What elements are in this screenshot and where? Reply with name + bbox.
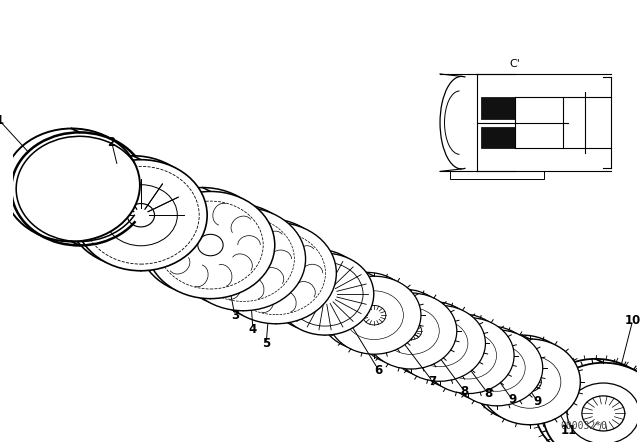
Ellipse shape (365, 293, 457, 369)
Ellipse shape (328, 276, 421, 354)
Text: 3: 3 (231, 309, 239, 322)
Ellipse shape (357, 289, 449, 365)
Ellipse shape (287, 262, 363, 326)
Bar (450, 172, 543, 179)
Ellipse shape (216, 223, 337, 324)
Ellipse shape (574, 392, 617, 427)
Ellipse shape (518, 372, 541, 392)
Text: 9: 9 (508, 393, 516, 406)
Text: 4: 4 (249, 323, 257, 336)
Ellipse shape (535, 359, 640, 448)
Text: 10: 10 (625, 314, 640, 327)
Ellipse shape (198, 234, 223, 256)
Ellipse shape (263, 263, 289, 284)
Text: 1: 1 (0, 114, 4, 127)
Ellipse shape (276, 253, 374, 335)
Bar (481, 97, 515, 119)
Ellipse shape (314, 284, 337, 304)
Bar (481, 126, 515, 148)
Ellipse shape (400, 322, 422, 340)
Ellipse shape (582, 396, 625, 431)
Ellipse shape (12, 133, 148, 246)
Ellipse shape (422, 318, 514, 393)
Ellipse shape (479, 339, 580, 425)
Ellipse shape (146, 191, 275, 299)
Ellipse shape (305, 280, 329, 300)
Ellipse shape (510, 368, 534, 388)
Ellipse shape (458, 347, 479, 364)
Text: 7: 7 (429, 375, 436, 388)
Ellipse shape (450, 343, 471, 361)
Text: 6: 6 (374, 364, 383, 377)
Ellipse shape (362, 306, 386, 325)
Text: 2: 2 (108, 136, 116, 149)
Ellipse shape (208, 219, 328, 320)
Ellipse shape (67, 156, 199, 267)
Text: C': C' (509, 59, 520, 69)
Ellipse shape (319, 272, 413, 350)
Ellipse shape (479, 355, 500, 373)
Ellipse shape (255, 258, 281, 280)
Ellipse shape (190, 230, 215, 252)
Text: 5: 5 (262, 337, 270, 350)
Text: 11: 11 (561, 424, 577, 437)
Text: 8: 8 (460, 385, 468, 398)
Text: 8: 8 (484, 388, 493, 401)
Ellipse shape (269, 250, 366, 331)
Ellipse shape (429, 335, 451, 352)
Ellipse shape (386, 302, 477, 377)
Ellipse shape (120, 200, 147, 223)
Ellipse shape (181, 207, 305, 311)
Ellipse shape (127, 203, 154, 227)
Text: 000032*0: 000032*0 (561, 421, 607, 431)
Ellipse shape (230, 248, 256, 270)
Ellipse shape (444, 326, 535, 402)
Ellipse shape (415, 314, 506, 390)
Ellipse shape (543, 363, 640, 448)
Ellipse shape (421, 331, 443, 348)
Ellipse shape (392, 319, 414, 336)
Ellipse shape (451, 330, 543, 406)
Ellipse shape (75, 159, 207, 271)
Ellipse shape (173, 203, 298, 307)
Ellipse shape (223, 245, 248, 266)
Ellipse shape (394, 305, 486, 381)
Ellipse shape (355, 302, 378, 321)
Ellipse shape (486, 359, 508, 377)
Ellipse shape (138, 188, 267, 295)
Ellipse shape (471, 335, 573, 421)
Text: 9: 9 (534, 396, 542, 409)
Ellipse shape (3, 129, 140, 241)
